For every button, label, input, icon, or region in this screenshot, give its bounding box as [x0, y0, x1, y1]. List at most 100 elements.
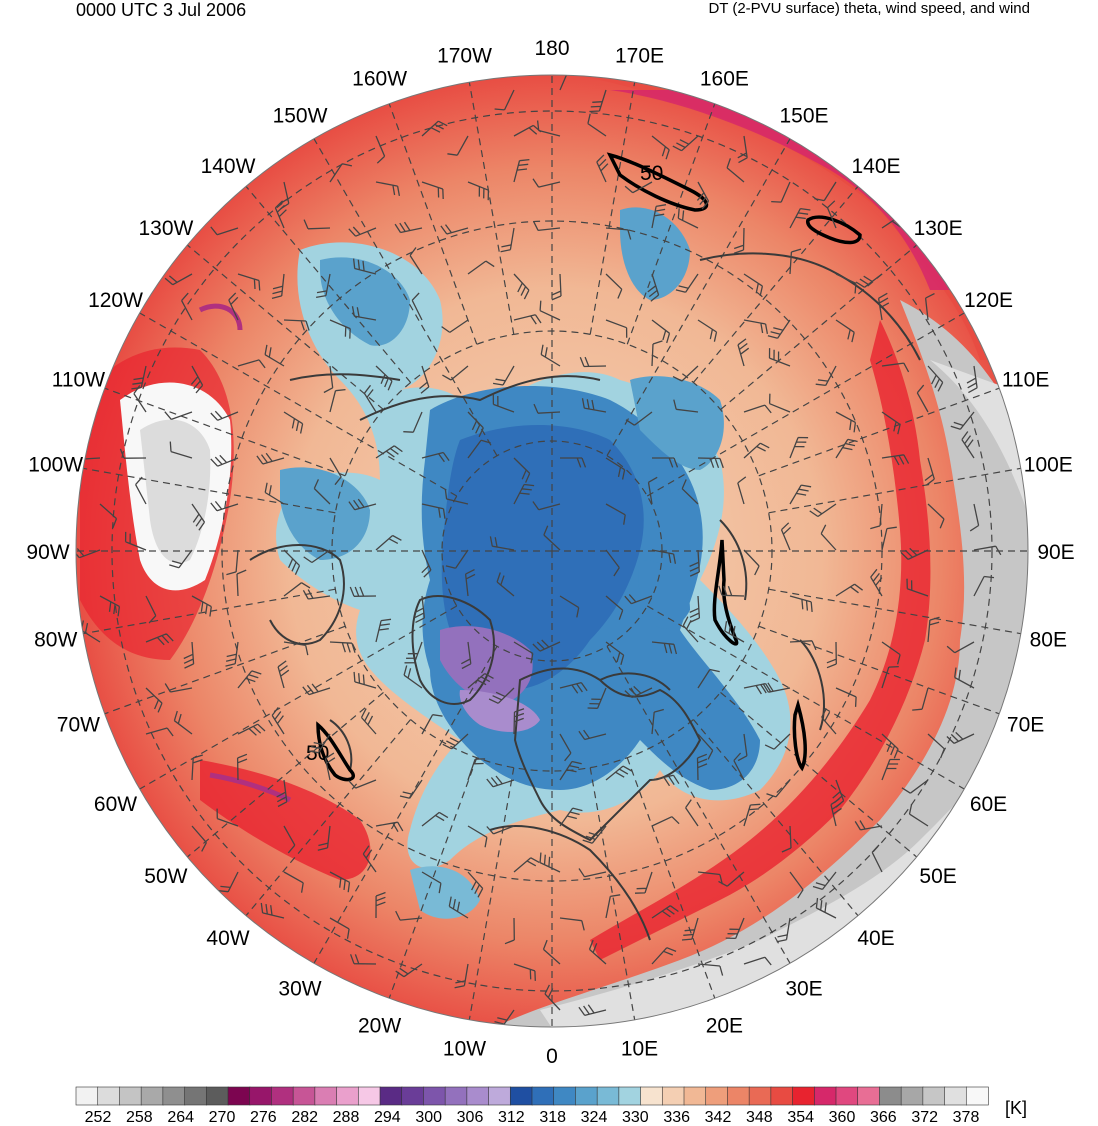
wind-barb [145, 687, 163, 713]
wind-barb [912, 687, 929, 711]
wind-barb [743, 956, 772, 966]
wind-barb [494, 89, 515, 111]
wind-barb [460, 641, 472, 670]
wind-barb [579, 356, 607, 368]
colorbar-tick-label: 378 [953, 1109, 980, 1126]
wind-barb [532, 178, 561, 188]
colorbar-bin [813, 1086, 837, 1106]
wind-barb [303, 549, 331, 564]
colorbar-tick-label: 264 [167, 1109, 194, 1126]
wind-barb [835, 583, 863, 597]
wind-barb [737, 733, 748, 762]
colorbar-tick-label: 318 [539, 1109, 566, 1126]
colorbar-bin [922, 1086, 946, 1106]
wind-barb [881, 526, 897, 551]
wind-barb [409, 247, 423, 275]
wind-barb [743, 319, 769, 335]
wind-barb [743, 682, 772, 695]
wind-barb [542, 939, 561, 965]
wind-barb [348, 779, 377, 789]
wind-barb [551, 273, 562, 301]
longitude-label: 10W [443, 1037, 486, 1060]
wind-barb [605, 273, 623, 299]
meridian-line [626, 103, 716, 345]
colorbar-tick-label: 354 [787, 1109, 814, 1126]
wind-barb [216, 808, 239, 827]
wind-barb [697, 963, 724, 976]
meridian-line [468, 767, 515, 1020]
wind-barb [651, 905, 679, 919]
wind-barb [454, 963, 469, 989]
wind-barb [672, 135, 699, 152]
wind-barb [363, 384, 377, 413]
meridian-line [245, 185, 412, 383]
wind-barb [605, 595, 624, 620]
colorbar-tick-label: 252 [85, 1109, 112, 1126]
wind-barb [348, 226, 377, 237]
longitude-label: 90E [1037, 541, 1074, 564]
wind-barb [814, 181, 837, 202]
wind-barb [685, 799, 699, 827]
meridian-line [104, 387, 346, 477]
longitude-label: 90W [26, 541, 69, 564]
longitude-label: 160W [352, 67, 407, 90]
colorbar-tick-label: 306 [457, 1109, 484, 1126]
wind-barb [315, 273, 331, 299]
longitude-label: 30W [278, 978, 321, 1001]
meridian-line [83, 467, 336, 514]
wind-barb [821, 708, 837, 735]
wind-barb [411, 292, 423, 321]
colorbar-bin [683, 1086, 707, 1106]
wind-barb [812, 871, 837, 891]
colorbar-bin [770, 1086, 794, 1106]
longitude-label: 100W [28, 454, 83, 477]
wind-barb [421, 503, 446, 519]
wind-barb [634, 871, 653, 894]
wind-barb [445, 549, 469, 569]
meridian-line [139, 312, 458, 497]
wind-barb [559, 760, 582, 781]
wind-barb [276, 779, 288, 808]
wind-barb [681, 917, 699, 941]
wind-barb [513, 483, 535, 505]
wind-barb [870, 568, 883, 597]
wind-barb [737, 476, 747, 505]
wind-barb [589, 89, 607, 113]
colorbar-tick-label: 342 [705, 1109, 732, 1126]
longitude-label: 60W [94, 793, 137, 816]
wind-barb [737, 338, 750, 367]
wind-barb [119, 448, 147, 459]
longitude-label: 20W [358, 1015, 401, 1038]
wind-barb [672, 365, 699, 382]
colorbar-bin [748, 1086, 772, 1106]
wind-barb [467, 758, 486, 781]
wind-barb [532, 501, 561, 511]
longitude-label: 50E [919, 865, 956, 888]
wind-barb [927, 616, 940, 643]
colorbar-tick-label: 348 [746, 1109, 773, 1126]
wind-barb [767, 319, 791, 339]
wind-barb [467, 439, 491, 459]
wind-barb [950, 411, 975, 430]
wind-barb [421, 451, 450, 463]
colorbar-bin [379, 1086, 403, 1106]
longitude-label: 170W [437, 45, 492, 68]
wind-barb [135, 476, 147, 505]
wind-barb [395, 910, 423, 921]
wind-barb [927, 733, 945, 759]
wind-barb [131, 365, 147, 390]
meridian-line [692, 719, 859, 917]
longitude-label: 130W [138, 217, 193, 240]
wind-barb [789, 595, 813, 612]
colorbar-tick-label: 258 [126, 1109, 153, 1126]
wind-barb [689, 595, 701, 623]
wind-barb [536, 120, 561, 137]
wind-barb [329, 163, 353, 183]
wind-barb [218, 871, 239, 893]
wind-barb [733, 752, 745, 781]
colorbar-tick-label: 336 [663, 1109, 690, 1126]
colorbar-unit: [K] [1005, 1098, 1027, 1118]
wind-barb [820, 524, 837, 551]
colorbar-tick-label: 288 [333, 1109, 360, 1126]
wind-barb [169, 441, 193, 459]
